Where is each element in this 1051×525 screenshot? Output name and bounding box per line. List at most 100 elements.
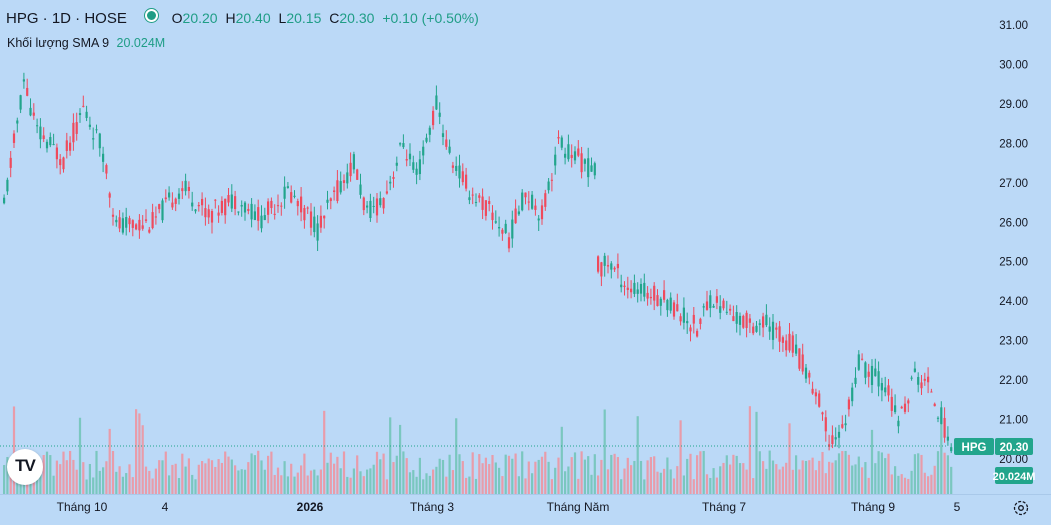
candle bbox=[227, 187, 230, 207]
volume-bar bbox=[870, 429, 874, 494]
candle-body bbox=[362, 197, 365, 211]
candle-body bbox=[577, 148, 580, 156]
candle-body bbox=[247, 208, 250, 211]
candle bbox=[593, 161, 596, 180]
time-axis-label: 4 bbox=[162, 500, 169, 514]
volume-label: Khối lượng bbox=[7, 36, 69, 50]
volume-bar bbox=[603, 409, 606, 494]
volume-bar bbox=[428, 475, 431, 494]
candle bbox=[425, 133, 428, 144]
volume-bar bbox=[141, 425, 144, 494]
volume-bar bbox=[412, 470, 415, 494]
candle bbox=[834, 427, 837, 447]
candle bbox=[946, 426, 949, 446]
candle bbox=[392, 171, 395, 188]
candle bbox=[699, 317, 702, 330]
candle-body bbox=[267, 201, 270, 215]
candle-body bbox=[778, 326, 781, 342]
candle bbox=[491, 205, 494, 230]
settings-gear-icon[interactable] bbox=[1013, 500, 1029, 516]
candle-body bbox=[623, 285, 626, 288]
volume-bar bbox=[42, 455, 45, 494]
candle-body bbox=[560, 137, 563, 148]
candle bbox=[257, 199, 260, 231]
price-axis-label: 26.00 bbox=[999, 217, 1028, 229]
candle-body bbox=[943, 417, 946, 438]
candle bbox=[580, 146, 583, 179]
volume-bar bbox=[897, 475, 900, 494]
candle bbox=[847, 396, 850, 417]
candle-body bbox=[346, 172, 349, 184]
volume-bar bbox=[686, 458, 689, 494]
candle bbox=[62, 156, 65, 173]
candle bbox=[765, 304, 768, 328]
volume-bar bbox=[550, 479, 553, 494]
candle bbox=[917, 372, 920, 393]
candle-body bbox=[39, 126, 42, 140]
candle bbox=[933, 402, 936, 407]
volume-bar bbox=[930, 474, 933, 494]
candle bbox=[158, 203, 161, 214]
volume-bar bbox=[851, 465, 854, 494]
candle bbox=[795, 334, 798, 357]
candle bbox=[804, 364, 808, 383]
candle bbox=[448, 139, 451, 155]
candle bbox=[369, 193, 372, 222]
symbol-title[interactable]: HPG · 1D · HOSE bbox=[6, 10, 127, 27]
tradingview-logo[interactable]: TV bbox=[7, 449, 43, 485]
volume-bar bbox=[494, 462, 497, 494]
volume-bar bbox=[62, 451, 65, 494]
price-axis-label: 21.00 bbox=[999, 415, 1028, 427]
candle-body bbox=[214, 199, 217, 201]
volume-bar bbox=[9, 476, 12, 494]
candle bbox=[923, 372, 926, 386]
volume-bar bbox=[379, 459, 382, 494]
time-axis-label: Tháng Năm bbox=[547, 500, 610, 514]
candle-body bbox=[597, 256, 600, 272]
volume-bar bbox=[564, 471, 567, 494]
volume-bar bbox=[570, 457, 573, 494]
volume-bar bbox=[263, 469, 266, 494]
volume-bar bbox=[719, 466, 722, 494]
candle bbox=[854, 367, 857, 388]
candle bbox=[900, 405, 903, 409]
volume-bar bbox=[742, 463, 745, 494]
candle bbox=[527, 191, 530, 211]
volume-bar bbox=[39, 462, 42, 494]
candle-body bbox=[870, 365, 874, 386]
volume-bar bbox=[630, 465, 633, 494]
volume-bar bbox=[682, 475, 685, 494]
candle-body bbox=[309, 211, 313, 228]
volume-bar bbox=[824, 473, 827, 494]
candle bbox=[296, 198, 299, 216]
candle bbox=[286, 181, 289, 189]
candle bbox=[49, 132, 52, 148]
volume-bar bbox=[458, 454, 461, 494]
candle-body bbox=[451, 165, 454, 168]
candle-body bbox=[115, 219, 118, 223]
candle-body bbox=[722, 300, 725, 309]
volume-bar bbox=[778, 469, 781, 494]
candle bbox=[138, 214, 141, 239]
candle bbox=[709, 290, 712, 318]
candle-body bbox=[234, 196, 237, 210]
candle bbox=[55, 143, 58, 169]
candle bbox=[82, 95, 85, 108]
volume-bar bbox=[920, 454, 923, 494]
candle bbox=[395, 156, 398, 172]
candle bbox=[65, 132, 68, 159]
candle-body bbox=[55, 147, 58, 160]
volume-bar bbox=[854, 464, 857, 494]
candle bbox=[98, 132, 101, 157]
volume-bar bbox=[521, 451, 524, 494]
candle-body bbox=[524, 192, 527, 198]
volume-legend[interactable]: Khối lượng SMA 9 20.024M bbox=[7, 36, 165, 50]
candle-body bbox=[283, 186, 286, 199]
candle-body bbox=[471, 194, 474, 196]
candle-body bbox=[847, 399, 850, 410]
candle bbox=[537, 215, 540, 232]
volume-bar bbox=[405, 458, 408, 494]
candle bbox=[943, 407, 946, 443]
candle-body bbox=[696, 330, 699, 337]
